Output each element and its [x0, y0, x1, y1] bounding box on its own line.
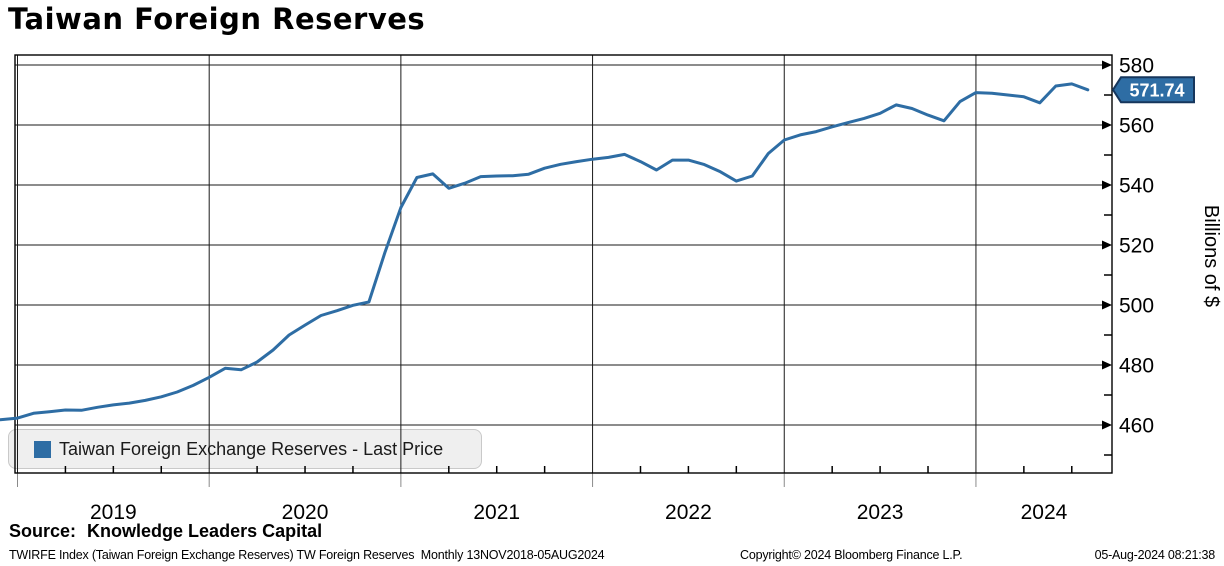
- y-tick-arrow-icon: [1102, 180, 1112, 190]
- x-year-label: 2023: [857, 501, 904, 524]
- y-tick-label: 460: [1119, 415, 1154, 438]
- legend-swatch-icon: [34, 440, 51, 458]
- y-tick-arrow-icon: [1102, 120, 1112, 130]
- y-tick-arrow-icon: [1102, 240, 1112, 250]
- y-axis-title: Billions of $: [1200, 205, 1222, 307]
- footer-timestamp: 05-Aug-2024 08:21:38: [1094, 548, 1216, 562]
- source-name: Knowledge Leaders Capital: [87, 521, 323, 541]
- y-tick-label: 580: [1119, 55, 1154, 78]
- footer-copyright: Copyright© 2024 Bloomberg Finance L.P.: [740, 548, 963, 562]
- y-tick-arrow-icon: [1102, 360, 1112, 370]
- y-tick-label: 520: [1119, 235, 1154, 258]
- y-tick-label: 500: [1119, 295, 1154, 318]
- page-title: Taiwan Foreign Reserves: [8, 2, 426, 36]
- y-tick-label: 480: [1119, 355, 1154, 378]
- source-label: Source:: [9, 521, 77, 541]
- x-year-label: 2022: [665, 501, 712, 524]
- footer-security-info: TWIRFE Index (Taiwan Foreign Exchange Re…: [9, 548, 605, 562]
- x-year-label: 2024: [1021, 501, 1068, 524]
- footer: TWIRFE Index (Taiwan Foreign Exchange Re…: [0, 548, 1224, 564]
- legend: Taiwan Foreign Exchange Reserves - Last …: [8, 429, 482, 469]
- x-year-label: 2021: [473, 501, 520, 524]
- reserves-line: [0, 82, 1090, 422]
- last-price-value: 571.74: [1129, 80, 1184, 100]
- y-tick-arrow-icon: [1102, 60, 1112, 70]
- y-tick-arrow-icon: [1102, 420, 1112, 430]
- y-tick-arrow-icon: [1102, 300, 1112, 310]
- source-line: Source: Knowledge Leaders Capital: [9, 521, 322, 542]
- plot-frame: [14, 54, 1113, 474]
- y-tick-label: 540: [1119, 175, 1154, 198]
- last-price-tag: [1111, 76, 1195, 104]
- legend-series-label: Taiwan Foreign Exchange Reserves - Last …: [59, 438, 444, 459]
- y-tick-label: 560: [1119, 115, 1154, 138]
